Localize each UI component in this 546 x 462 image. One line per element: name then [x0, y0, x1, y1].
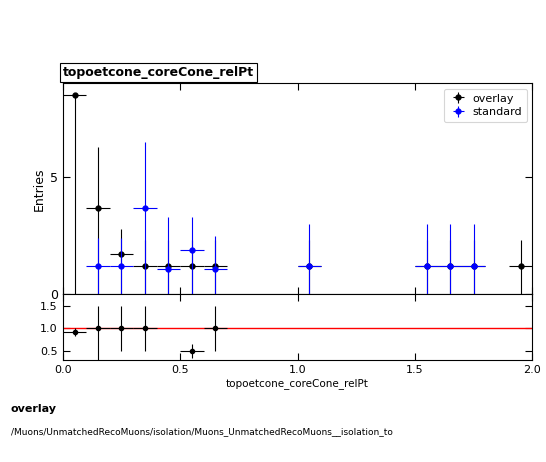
X-axis label: topoetcone_coreCone_relPt: topoetcone_coreCone_relPt	[226, 378, 369, 389]
Y-axis label: Entries: Entries	[33, 167, 46, 211]
Text: /Muons/UnmatchedRecoMuons/isolation/Muons_UnmatchedRecoMuons__isolation_to: /Muons/UnmatchedRecoMuons/isolation/Muon…	[11, 427, 393, 436]
Legend: overlay, standard: overlay, standard	[444, 89, 527, 122]
Text: topoetcone_coreCone_relPt: topoetcone_coreCone_relPt	[63, 66, 254, 79]
Text: overlay: overlay	[11, 404, 57, 414]
